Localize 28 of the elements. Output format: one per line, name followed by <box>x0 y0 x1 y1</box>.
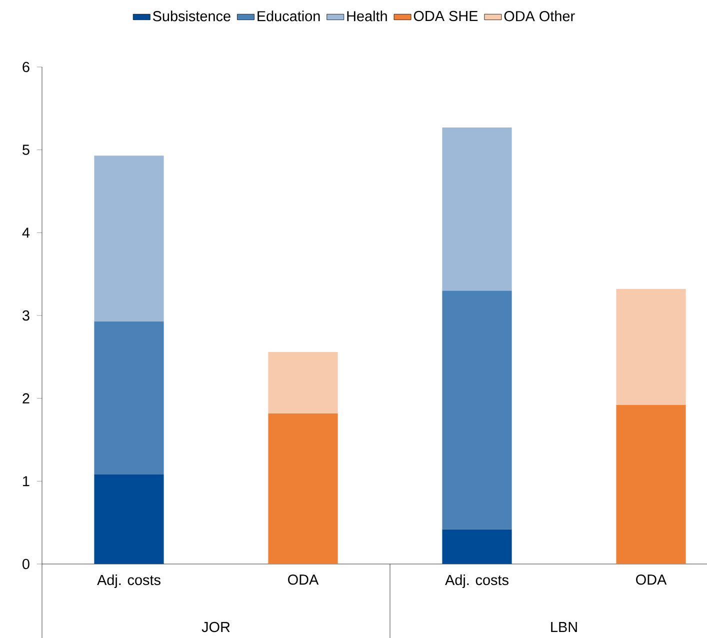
bar <box>94 156 164 322</box>
legend-label: Subsistence <box>152 10 230 22</box>
text: JOR <box>202 622 230 632</box>
y-tick-label: 2 <box>22 393 30 404</box>
y-tick-label: 6 <box>22 62 30 72</box>
bar <box>94 474 164 564</box>
legend-label: ODA SHE <box>414 10 478 22</box>
bar <box>268 352 338 414</box>
x-tick-label: Adj. costs <box>445 574 508 588</box>
legend-label: Education <box>258 10 320 22</box>
bar <box>94 321 164 475</box>
y-tick-label: 5 <box>22 144 30 155</box>
y-tick-label: 3 <box>22 310 30 321</box>
bar <box>616 404 686 564</box>
y-tick-label: 1 <box>23 476 30 486</box>
y-tick-label: 0 <box>22 558 30 570</box>
x-tick-label: Adj. costs <box>97 574 160 588</box>
legend-label: Health <box>347 10 387 22</box>
x-tick-label: ODA <box>636 574 667 585</box>
bar <box>442 529 512 564</box>
bar <box>616 288 686 405</box>
x-tick-label: ODA <box>288 574 319 585</box>
y-tick-label: 4 <box>22 228 30 238</box>
bar <box>442 127 512 291</box>
bar <box>442 290 512 530</box>
text: LBN <box>551 622 577 632</box>
legend-label: ODA Other <box>504 10 575 22</box>
bar <box>268 413 338 564</box>
